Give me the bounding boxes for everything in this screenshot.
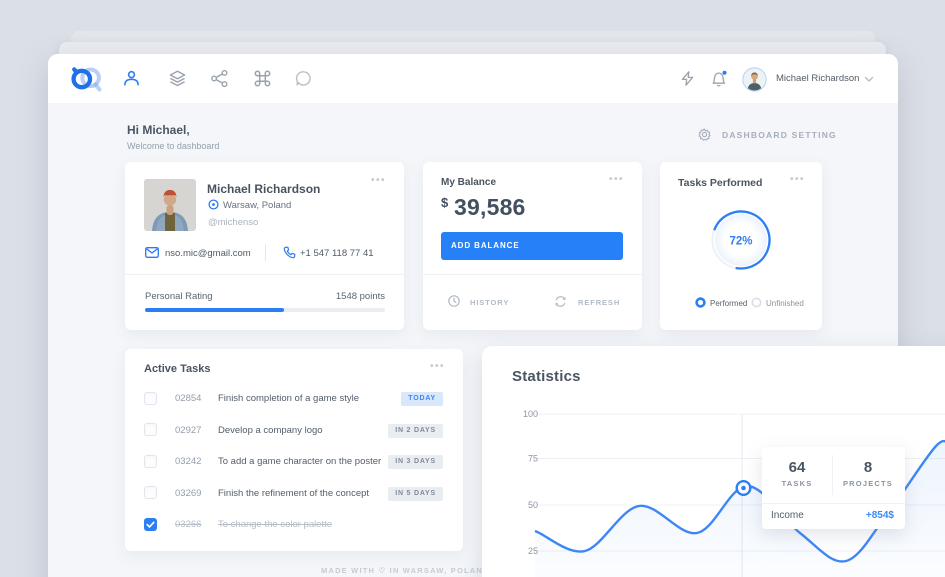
svg-text:100: 100: [523, 409, 538, 419]
svg-text:50: 50: [528, 500, 538, 510]
svg-text:25: 25: [528, 546, 538, 556]
svg-text:75: 75: [528, 454, 538, 464]
svg-text:72%: 72%: [729, 236, 752, 248]
